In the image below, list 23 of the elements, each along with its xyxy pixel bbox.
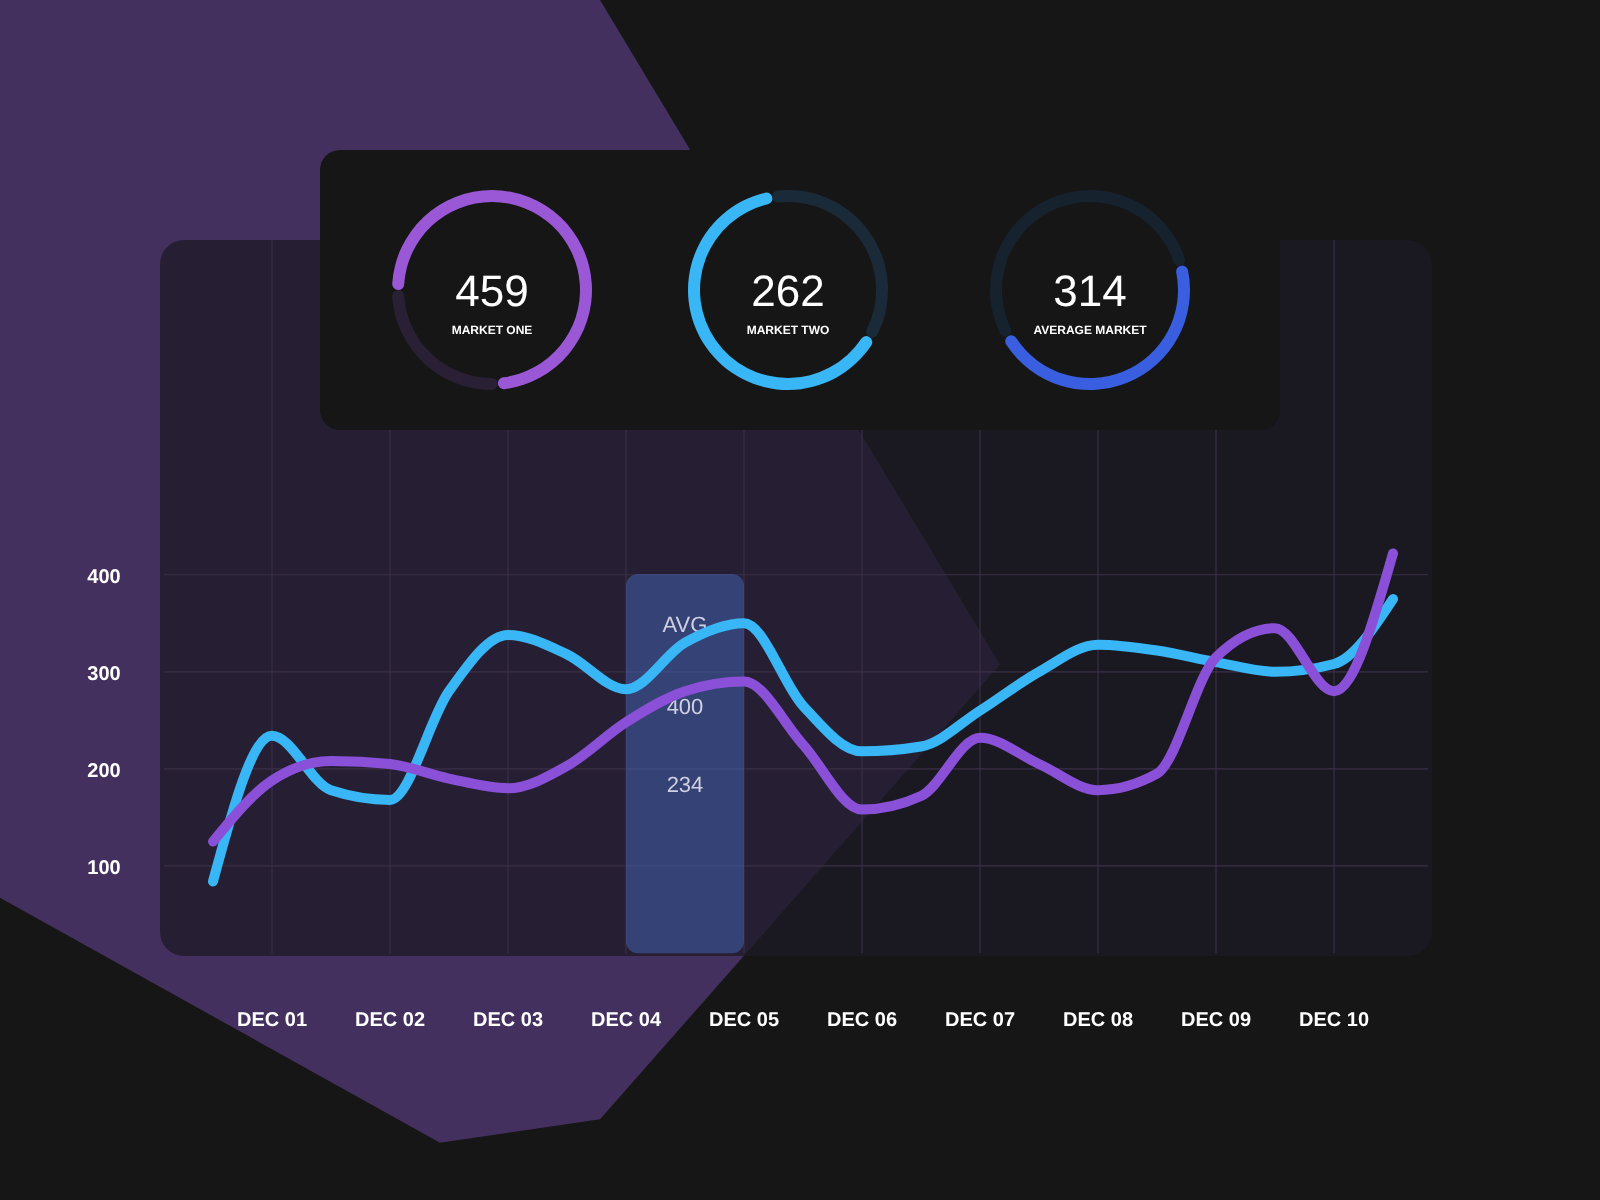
donut-slice xyxy=(392,190,592,390)
annotation: 234 xyxy=(666,774,704,798)
text: 459 xyxy=(455,266,529,316)
donut-slice xyxy=(990,190,1186,337)
x-tick-label: DEC 10 xyxy=(1298,1010,1370,1032)
y-tick-label: 200 xyxy=(87,760,122,783)
x-tick-label: DEC 05 xyxy=(708,1010,780,1032)
y-tick-label: 400 xyxy=(87,566,122,589)
x-tick-label: DEC 06 xyxy=(826,1010,898,1032)
x-tick-label: DEC 08 xyxy=(1062,1010,1134,1032)
donut-slice xyxy=(1005,265,1190,390)
donut-slice xyxy=(688,192,873,390)
x-tick-label: DEC 03 xyxy=(472,1010,544,1032)
y-tick-label: 100 xyxy=(87,857,122,880)
text: 262 xyxy=(751,266,825,316)
y-tick-label: 300 xyxy=(87,663,122,686)
text: 314 xyxy=(1053,266,1127,316)
x-tick-label: DEC 02 xyxy=(354,1010,426,1032)
x-tick-label: DEC 04 xyxy=(590,1010,662,1032)
x-tick-label: DEC 01 xyxy=(236,1010,308,1032)
x-tick-label: DEC 09 xyxy=(1180,1010,1252,1032)
x-tick-label: DEC 07 xyxy=(944,1010,1016,1032)
annotation: 400 xyxy=(666,696,704,720)
